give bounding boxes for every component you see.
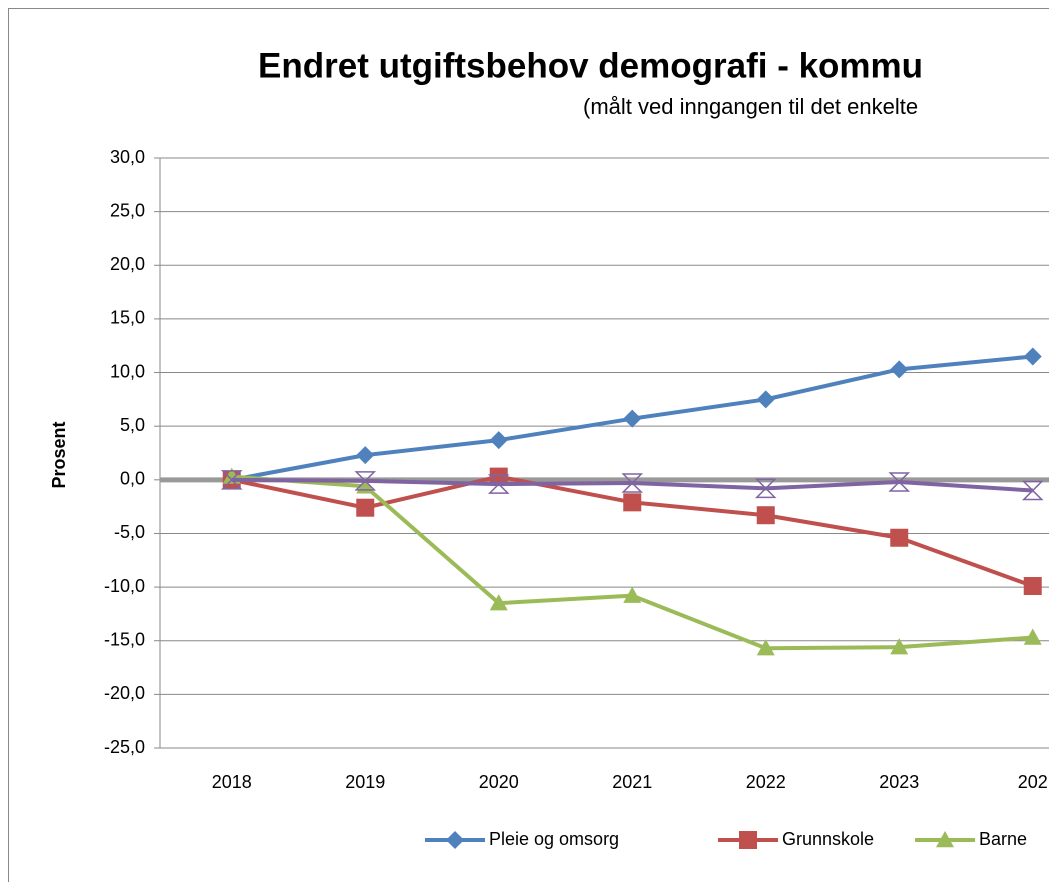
y-axis-label: Prosent xyxy=(49,421,69,488)
marker xyxy=(890,528,909,547)
x-tick-label: 2023 xyxy=(879,772,919,792)
marker xyxy=(1023,577,1042,596)
x-tick-label: 2019 xyxy=(345,772,385,792)
marker xyxy=(754,478,777,499)
y-tick-label: -5,0 xyxy=(114,522,145,542)
y-tick-label: 0,0 xyxy=(120,469,145,489)
y-tick-label: -10,0 xyxy=(104,576,145,596)
y-tick-label: 30,0 xyxy=(110,147,145,167)
x-tick-label: 2021 xyxy=(612,772,652,792)
chart-frame xyxy=(8,8,1049,882)
x-tick-label: 202 xyxy=(1018,772,1048,792)
legend-label: Barne xyxy=(979,829,1027,849)
marker xyxy=(220,470,243,490)
marker xyxy=(888,472,911,492)
x-tick-label: 2018 xyxy=(212,772,252,792)
marker xyxy=(890,360,909,379)
marker xyxy=(739,831,757,849)
marker xyxy=(354,471,377,491)
y-tick-label: -15,0 xyxy=(104,629,145,649)
marker xyxy=(1023,347,1042,366)
y-tick-label: 15,0 xyxy=(110,308,145,328)
marker xyxy=(623,493,642,512)
y-tick-label: 25,0 xyxy=(110,200,145,220)
marker xyxy=(890,638,909,655)
y-tick-label: 5,0 xyxy=(120,415,145,435)
marker xyxy=(489,431,508,450)
marker xyxy=(756,639,775,656)
marker xyxy=(356,498,375,517)
marker xyxy=(489,594,508,611)
x-tick-label: 2022 xyxy=(746,772,786,792)
marker xyxy=(1023,628,1042,645)
marker xyxy=(623,409,642,428)
marker xyxy=(756,390,775,409)
x-tick-label: 2020 xyxy=(479,772,519,792)
legend-label: Grunnskole xyxy=(782,829,874,849)
y-tick-label: 10,0 xyxy=(110,361,145,381)
marker xyxy=(487,474,510,494)
marker xyxy=(621,473,644,493)
marker xyxy=(446,831,464,849)
marker xyxy=(1021,480,1044,501)
legend-label: Pleie og omsorg xyxy=(489,829,619,849)
marker xyxy=(356,446,375,465)
marker xyxy=(489,467,508,486)
marker xyxy=(936,831,954,848)
chart-subtitle: (målt ved inngangen til det enkelte xyxy=(583,94,918,119)
chart-title: Endret utgiftsbehov demografi - kommu xyxy=(258,46,923,85)
y-tick-label: 20,0 xyxy=(110,254,145,274)
marker xyxy=(756,506,775,525)
marker xyxy=(623,586,642,603)
y-tick-label: -20,0 xyxy=(104,683,145,703)
y-tick-label: -25,0 xyxy=(104,737,145,757)
